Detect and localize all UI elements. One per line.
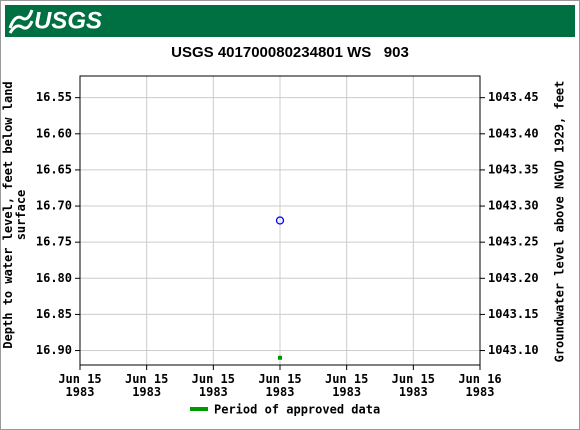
y2-tick-label: 1043.35 [488,162,539,176]
y2-tick-label: 1043.45 [488,90,539,104]
y2-tick-label: 1043.20 [488,271,539,285]
y-axis-label: Depth to water level, feet below land su… [1,81,28,349]
y-tick-label: 16.55 [36,90,72,104]
x-tick-label: Jun 15 1983 [58,372,102,399]
y-tick-label: 16.85 [36,307,72,321]
y2-tick-label: 1043.25 [488,235,539,249]
chart-title: USGS 401700080234801 WS 903 [171,44,409,61]
y-tick-label: 16.90 [36,343,72,357]
legend-label: Period of approved data [214,403,380,417]
y-tick-label: 16.80 [36,271,72,285]
logo-text: USGS [34,7,102,34]
y2-tick-label: 1043.40 [488,126,539,140]
x-tick-label: Jun 15 1983 [324,372,369,399]
y2-tick-label: 1043.30 [488,199,539,213]
y2-axis-label: Groundwater level above NGVD 1929, feet [552,80,567,363]
x-tick-label: Jun 15 1983 [191,372,235,399]
x-tick-label: Jun 16 1983 [458,372,502,399]
y-tick-label: 16.75 [36,235,72,249]
x-tick-label: Jun 15 1983 [124,372,169,399]
header-bar [5,5,575,37]
y-tick-label: 16.60 [36,126,72,140]
x-tick-label: Jun 15 1983 [391,372,435,399]
logo-icon [8,9,34,34]
approved-marker [278,355,282,360]
data-point [275,216,285,225]
x-tick-label: Jun 15 1983 [258,372,302,399]
y2-tick-label: 1043.10 [488,343,539,357]
y-tick-label: 16.65 [36,162,72,176]
plot-area [79,75,481,366]
y2-tick-label: 1043.15 [488,307,539,321]
y-tick-label: 16.70 [36,199,72,213]
